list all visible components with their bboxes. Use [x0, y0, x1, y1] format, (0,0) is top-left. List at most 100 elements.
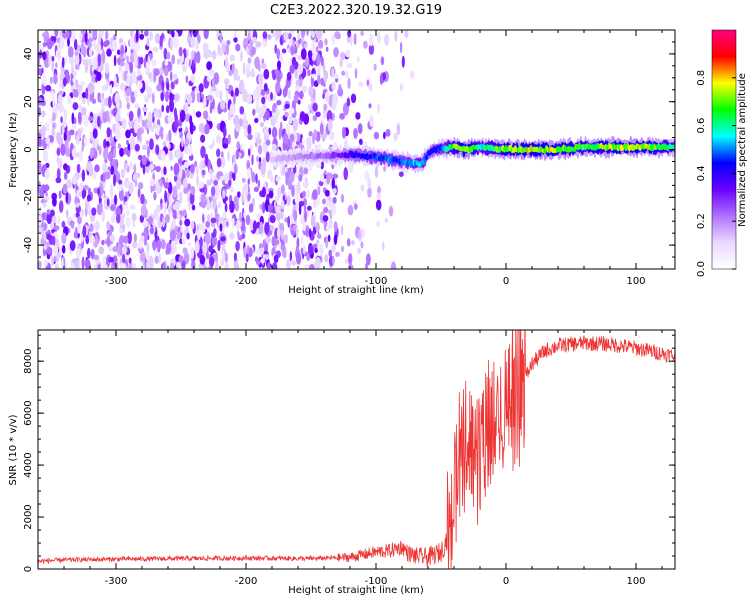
spectrogram-cell: [156, 239, 162, 251]
spectrogram-cell: [95, 42, 102, 54]
spectrogram-cell: [239, 143, 243, 151]
spectrogram-cell: [210, 212, 213, 218]
spectrogram-cell: [348, 253, 353, 265]
spectrogram-cell: [228, 69, 233, 77]
spectrogram-cell: [215, 251, 218, 264]
signal-cell: [424, 155, 428, 161]
y-tick-label: 40: [23, 48, 34, 61]
x-tick-label: -200: [235, 576, 258, 587]
spectrogram-cell: [125, 88, 132, 97]
spectrogram-cell: [302, 222, 307, 232]
x-tick-label: -100: [365, 576, 388, 587]
spectrogram-cell: [189, 30, 192, 34]
spectrogram-cell: [298, 90, 304, 100]
spectrogram-cell: [311, 41, 316, 53]
spectrogram-cell: [203, 110, 209, 120]
spectrogram-cell: [151, 59, 157, 67]
spectrogram-cell: [141, 119, 146, 127]
spectrogram-cell: [258, 73, 264, 85]
spectrogram-cell: [270, 91, 273, 101]
spectrogram-cell: [278, 127, 282, 140]
spectrogram-cell: [186, 94, 193, 105]
spectrogram-cell: [358, 229, 362, 242]
spectrogram-cell: [145, 66, 150, 76]
spectrogram-cell: [94, 220, 100, 232]
spectrogram-cell: [325, 224, 331, 232]
spectrogram-cell: [291, 184, 295, 198]
spectrogram-cell: [63, 108, 68, 121]
spectrogram-cell: [241, 177, 246, 183]
spectrogram-cell: [227, 134, 231, 145]
spectrogram-cell: [148, 72, 152, 80]
spectrogram-cell: [242, 118, 248, 130]
spectrogram-cell: [169, 71, 173, 82]
spectrogram-cell: [116, 49, 121, 55]
spectrogram-cell: [91, 98, 97, 104]
spectrogram-cell: [154, 33, 160, 44]
snr-x-label: Height of straight line (km): [288, 585, 424, 596]
spectrogram-cell: [356, 56, 360, 63]
spectrogram-cell: [134, 117, 139, 130]
spectrogram-cell: [285, 83, 288, 92]
spectrogram-cell: [161, 80, 165, 91]
spectrogram-cell: [271, 143, 277, 152]
spectrogram-cell: [204, 231, 211, 245]
spectrogram-cell: [297, 63, 303, 75]
spectrogram-cell: [265, 151, 270, 163]
spectrogram-cell: [113, 147, 117, 159]
spectrogram-cell: [110, 141, 116, 147]
spectrogram-cell: [300, 216, 305, 225]
spectrogram-cell: [146, 86, 153, 96]
spectrogram-cell: [119, 54, 124, 60]
spectrogram-cell: [177, 149, 180, 160]
spectrogram-cell: [375, 221, 381, 227]
spectrogram-cell: [176, 210, 180, 220]
spectrogram-cell: [149, 138, 154, 151]
spectrogram-cell: [109, 136, 114, 143]
spectrogram-cell: [316, 53, 321, 66]
spectrogram-cell: [58, 200, 64, 213]
spectrogram-cell: [139, 114, 143, 123]
spectrogram-cell: [146, 145, 150, 158]
spectrogram-cell: [71, 112, 75, 125]
spectrogram-cell: [213, 72, 220, 85]
spectrogram-cell: [202, 242, 208, 254]
spectrogram-cell: [284, 167, 288, 173]
spectrogram-cell: [126, 55, 130, 64]
spectrogram-cell: [166, 51, 171, 60]
spectrogram-cell: [377, 31, 381, 45]
spectrogram-cell: [166, 134, 169, 142]
spectrogram-cell: [49, 76, 53, 85]
spectrogram-cell: [208, 88, 214, 97]
spectrogram-cell: [154, 247, 158, 257]
spectrogram-cell: [358, 138, 363, 145]
spectrogram-cell: [302, 245, 306, 255]
spectrogram-cell: [209, 256, 215, 267]
spectrogram-cell: [260, 89, 266, 96]
spectrogram-cell: [229, 102, 236, 116]
spectrogram-cell: [103, 138, 107, 149]
colorbar-gradient: [711, 29, 737, 270]
spectrogram-cell: [312, 133, 315, 145]
spectrogram-cell: [130, 71, 137, 84]
spectrogram-cell: [228, 179, 232, 187]
spectrogram-cell: [320, 173, 325, 183]
spectrogram-cell: [316, 196, 320, 206]
spectrogram-cell: [44, 169, 50, 180]
spectrogram-cell: [312, 243, 318, 250]
spectrogram-cell: [60, 116, 63, 124]
spectrogram-cell: [170, 38, 173, 51]
spectrogram-cell: [57, 94, 63, 105]
spectrogram-cell: [52, 197, 57, 207]
spectrogram-cell: [234, 87, 240, 97]
spectrogram-cell: [104, 171, 111, 180]
spectrogram-cell: [223, 126, 227, 138]
spectrogram-cell: [220, 236, 226, 242]
spectrogram-cell: [267, 34, 272, 40]
spectrogram-cell: [203, 30, 209, 40]
spectrogram-cell: [294, 69, 299, 79]
spectrogram-cell: [342, 126, 346, 139]
spectrogram-cell: [44, 184, 50, 192]
spectrogram-cell: [200, 134, 206, 143]
spectrogram-cell: [129, 128, 135, 134]
